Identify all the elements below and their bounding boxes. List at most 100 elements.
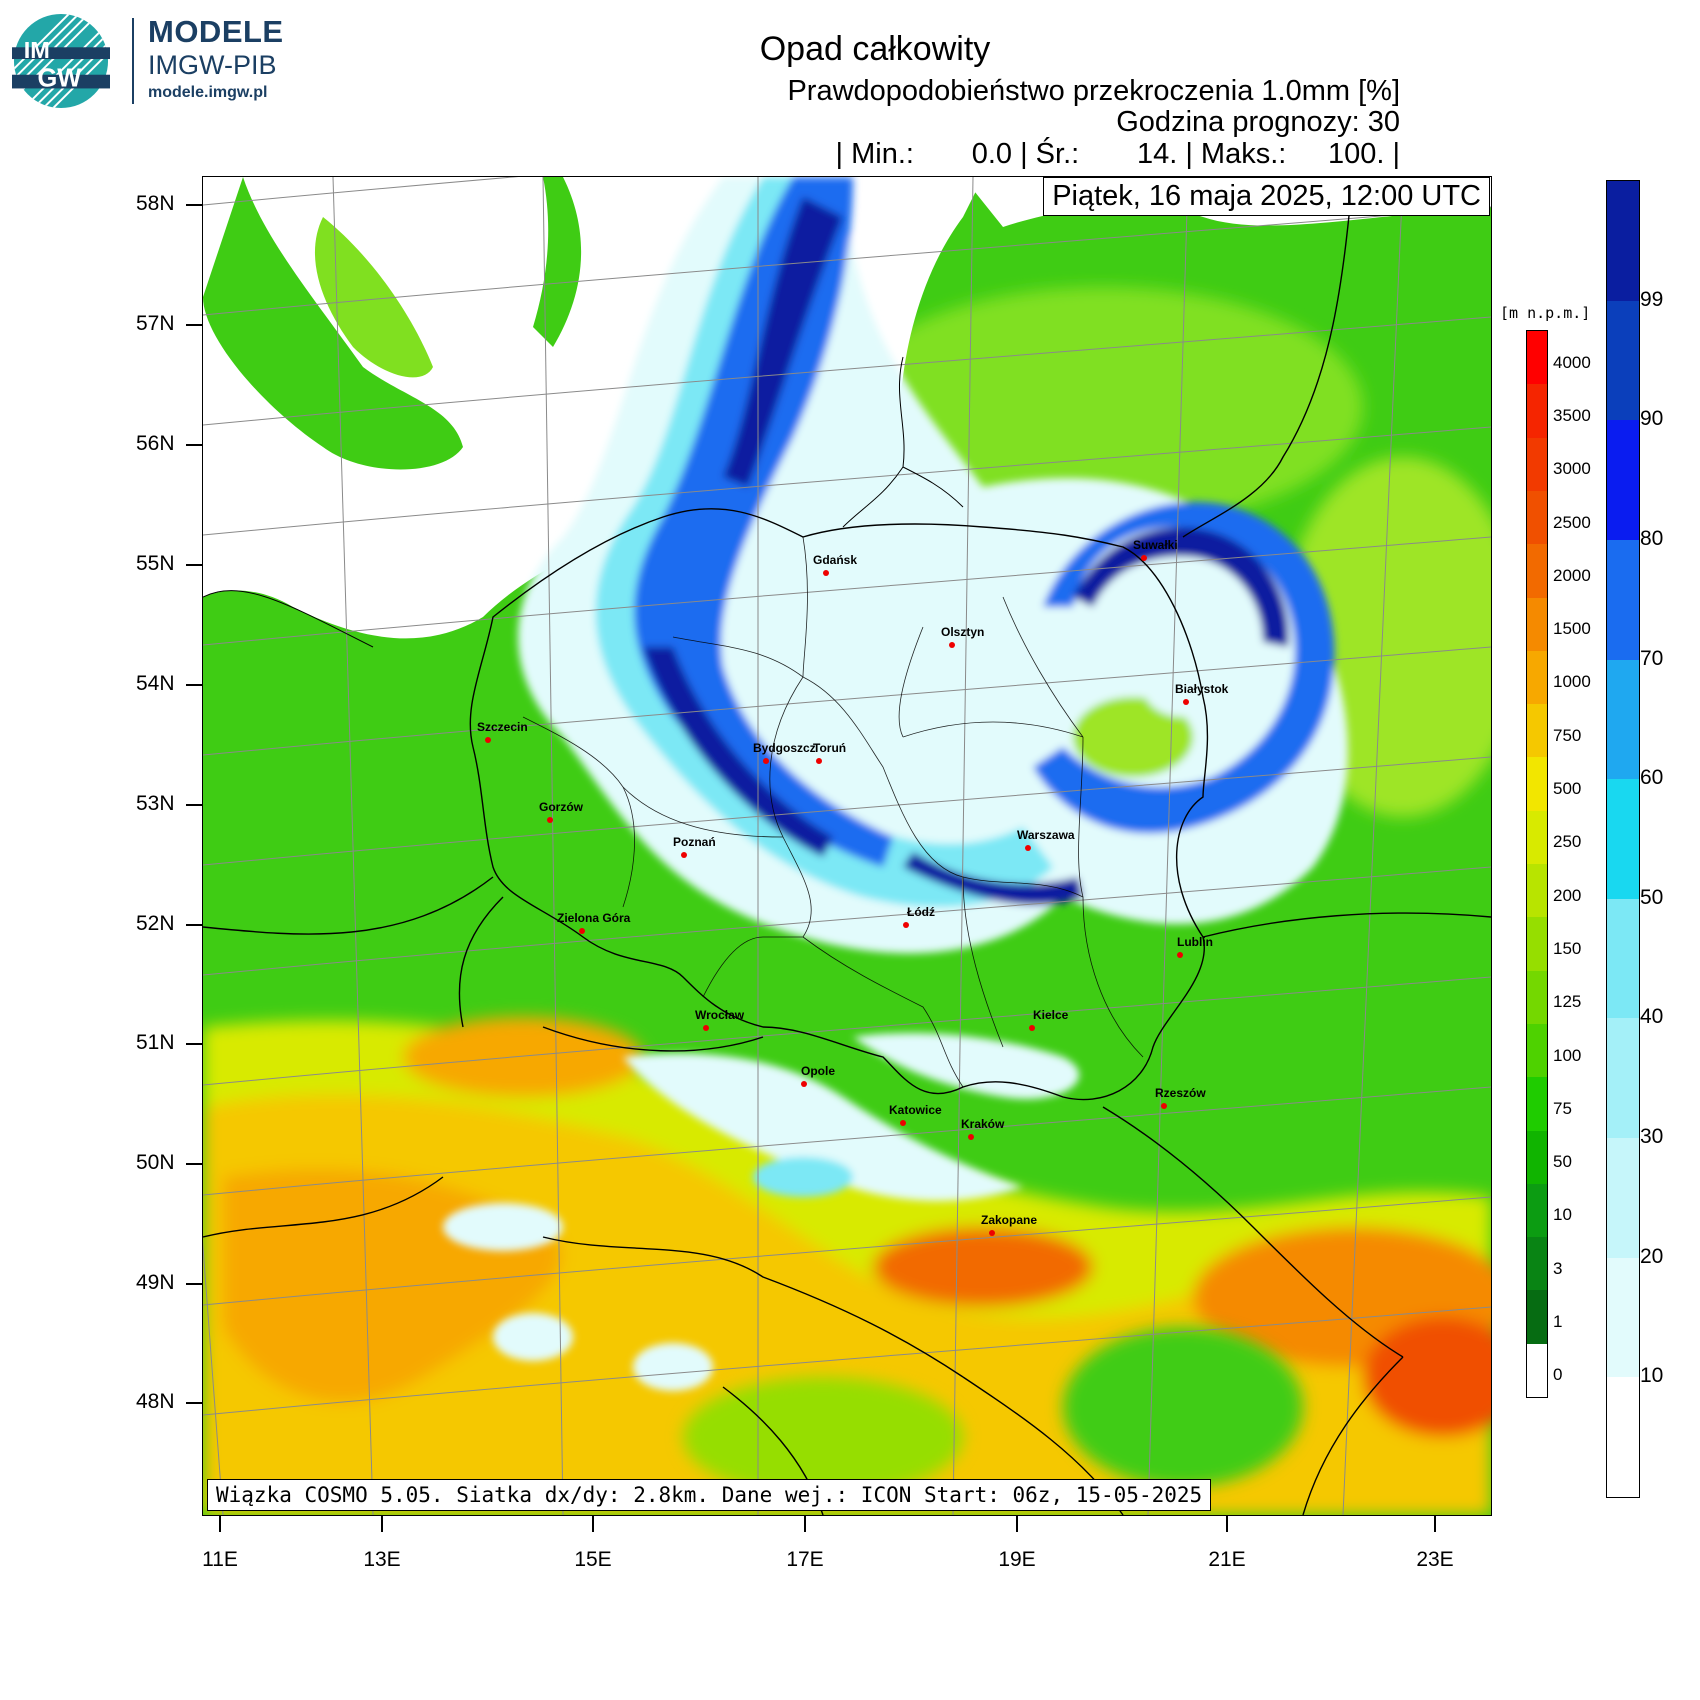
lon-label: 17E <box>786 1548 824 1571</box>
city-dot <box>579 928 585 934</box>
elevation-color-segment <box>1527 331 1547 385</box>
lat-tick <box>186 444 202 446</box>
probability-color-segment <box>1607 1138 1639 1259</box>
lat-label: 49N <box>136 1271 175 1294</box>
elevation-label: 750 <box>1553 725 1582 745</box>
brand-url[interactable]: modele.imgw.pl <box>148 84 268 101</box>
city-label: Gorzów <box>539 800 583 814</box>
elevation-color-segment <box>1527 384 1547 439</box>
stat-min-label: | Min.: <box>835 138 914 170</box>
logo-text-top: IM <box>24 37 50 63</box>
lat-tick <box>186 1043 202 1045</box>
brand-subtitle: IMGW-PIB <box>148 50 277 80</box>
probability-label: 20 <box>1640 1244 1664 1268</box>
elevation-color-segment <box>1527 1183 1547 1238</box>
city-dot <box>485 737 491 743</box>
probability-color-segment <box>1607 779 1639 900</box>
probability-label: 99 <box>1640 287 1664 311</box>
city-dot <box>903 922 909 928</box>
elevation-label: 0 <box>1553 1365 1563 1385</box>
probability-label: 30 <box>1640 1125 1664 1149</box>
lon-label: 19E <box>998 1548 1036 1571</box>
elevation-label: 2500 <box>1553 512 1591 532</box>
city-dot <box>816 758 822 764</box>
forecast-map[interactable]: Piątek, 16 maja 2025, 12:00 UTC Wiązka C… <box>202 176 1492 1516</box>
graticule <box>203 177 1491 1515</box>
lon-label: 23E <box>1416 1548 1454 1571</box>
city-dot <box>1161 1103 1167 1109</box>
elevation-label: 1000 <box>1553 672 1591 692</box>
city-label: Wrocław <box>695 1008 745 1022</box>
probability-label: 80 <box>1640 526 1664 550</box>
elevation-label: 4000 <box>1553 352 1591 372</box>
brand-divider <box>132 18 134 104</box>
city-label: Katowice <box>889 1103 942 1117</box>
lat-label: 51N <box>136 1031 175 1054</box>
elevation-label: 50 <box>1553 1152 1572 1172</box>
probability-color-segment <box>1607 300 1639 421</box>
probability-color-segment <box>1607 420 1639 541</box>
lon-tick <box>1434 1516 1436 1532</box>
stat-mean-value: 14. <box>1136 138 1178 170</box>
product-name: Prawdopodobieństwo przekroczenia 1.0mm [… <box>787 75 1400 107</box>
city-dot <box>1141 555 1147 561</box>
voivodeship-borders <box>522 536 1144 1088</box>
city-label: Poznań <box>673 835 716 849</box>
elevation-color-segment <box>1527 757 1547 812</box>
city-dot <box>949 642 955 648</box>
precipitation-field <box>443 177 1348 1391</box>
lat-label: 53N <box>136 792 175 815</box>
probability-colorbar <box>1606 180 1640 1498</box>
lat-label: 56N <box>136 432 175 455</box>
lat-tick <box>186 204 202 206</box>
elevation-color-segment <box>1527 704 1547 758</box>
lat-tick <box>186 564 202 566</box>
lat-label: 52N <box>136 912 175 935</box>
elevation-color-segment <box>1527 1130 1547 1185</box>
city-dot <box>763 758 769 764</box>
elevation-color-segment <box>1527 544 1547 598</box>
stat-min-value: 0.0 <box>971 138 1013 170</box>
lon-tick <box>1226 1516 1228 1532</box>
elevation-label: 100 <box>1553 1045 1582 1065</box>
city-dot <box>823 570 829 576</box>
lon-tick <box>804 1516 806 1532</box>
city-label: Łódź <box>907 905 935 919</box>
lon-tick <box>219 1516 221 1532</box>
lat-label: 48N <box>136 1390 175 1413</box>
elevation-label: 10 <box>1553 1205 1572 1225</box>
elevation-color-segment <box>1527 597 1547 652</box>
city-label: Lublin <box>1177 935 1213 949</box>
city-dot <box>681 852 687 858</box>
probability-color-segment <box>1607 181 1639 302</box>
probability-color-segment <box>1607 659 1639 780</box>
elevation-color-segment <box>1527 1237 1547 1291</box>
elevation-label: 125 <box>1553 992 1582 1012</box>
elevation-color-segment <box>1527 437 1547 492</box>
elevation-color-segment <box>1527 1023 1547 1078</box>
city-label: Gdańsk <box>813 553 858 567</box>
elevation-color-segment <box>1527 917 1547 972</box>
city-dot <box>1183 699 1189 705</box>
lat-tick <box>186 1402 202 1404</box>
elevation-colorbar <box>1526 330 1548 1398</box>
lon-tick <box>381 1516 383 1532</box>
city-dot <box>703 1025 709 1031</box>
elevation-label: 150 <box>1553 938 1582 958</box>
elevation-color-segment <box>1527 970 1547 1025</box>
forecast-hour: Godzina prognozy: 30 <box>1116 106 1400 138</box>
stats-line: | Min.: 0.0 | Śr.: 14. | Maks.: 100. | <box>836 138 1400 171</box>
elevation-label: 2000 <box>1553 565 1591 585</box>
lat-label: 58N <box>136 192 175 215</box>
probability-label: 40 <box>1640 1005 1664 1029</box>
city-label: Olsztyn <box>941 625 985 639</box>
lat-tick <box>186 1163 202 1165</box>
city-label: Opole <box>801 1064 836 1078</box>
elevation-label: 200 <box>1553 885 1582 905</box>
city-label: Zielona Góra <box>557 911 631 925</box>
lat-tick <box>186 324 202 326</box>
stat-mean-label: | Śr.: <box>1020 138 1080 170</box>
elevation-color-segment <box>1527 490 1547 545</box>
brand-title: MODELE <box>148 14 284 49</box>
elevation-color-segment <box>1527 1290 1547 1345</box>
